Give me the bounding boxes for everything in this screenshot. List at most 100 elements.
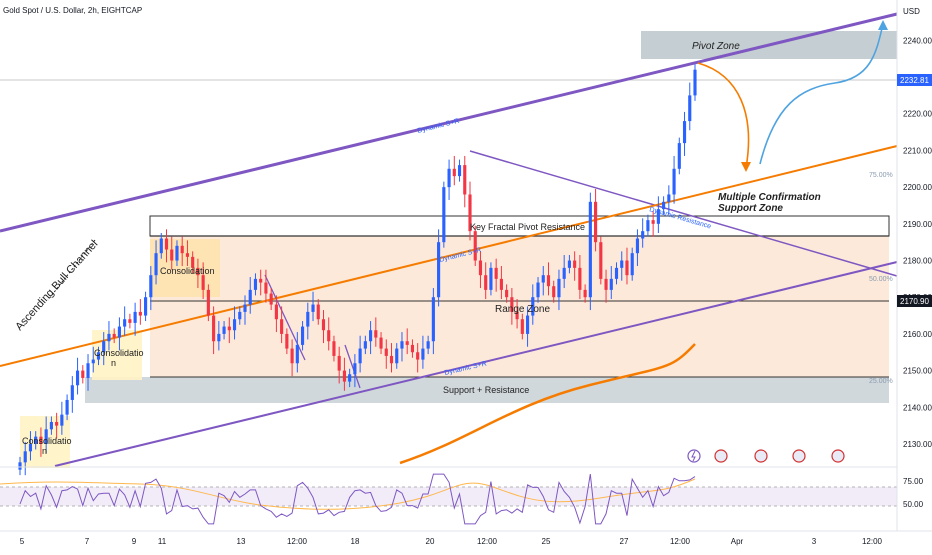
candle-body[interactable] bbox=[280, 319, 284, 334]
candle-body[interactable] bbox=[384, 348, 388, 356]
candle-body[interactable] bbox=[594, 201, 598, 243]
candle-body[interactable] bbox=[75, 370, 80, 386]
candle-body[interactable] bbox=[447, 168, 451, 188]
candle-body[interactable] bbox=[389, 355, 394, 364]
candle-body[interactable] bbox=[112, 333, 116, 338]
candle-body[interactable] bbox=[117, 326, 121, 338]
candle-body[interactable] bbox=[96, 352, 101, 360]
candle-body[interactable] bbox=[348, 374, 352, 382]
candle-body[interactable] bbox=[164, 238, 169, 250]
candle-body[interactable] bbox=[60, 414, 64, 426]
candle-body[interactable] bbox=[154, 253, 158, 276]
candle-body[interactable] bbox=[28, 443, 33, 452]
candle-body[interactable] bbox=[55, 421, 59, 426]
candle-body[interactable] bbox=[269, 293, 273, 305]
candle-body[interactable] bbox=[248, 289, 252, 305]
candle-body[interactable] bbox=[546, 275, 551, 287]
candle-body[interactable] bbox=[180, 245, 184, 254]
candle-body[interactable] bbox=[677, 143, 681, 169]
candle-body[interactable] bbox=[337, 355, 341, 371]
candle-body[interactable] bbox=[437, 242, 441, 298]
candle-body[interactable] bbox=[520, 319, 524, 334]
candle-body[interactable] bbox=[49, 421, 53, 430]
time-axis[interactable]: 5 7 9 11 13 12:00 18 20 12:00 25 27 12:00 Apr 3 12:00 bbox=[20, 537, 883, 546]
candle-body[interactable] bbox=[201, 275, 205, 290]
candle-body[interactable] bbox=[206, 289, 210, 316]
candle-body[interactable] bbox=[342, 370, 346, 382]
candle-body[interactable] bbox=[473, 231, 477, 261]
candle-body[interactable] bbox=[536, 282, 540, 298]
candle-body[interactable] bbox=[374, 330, 378, 338]
candle-body[interactable] bbox=[614, 267, 619, 279]
candle-body[interactable] bbox=[405, 341, 409, 345]
candle-body[interactable] bbox=[222, 326, 226, 334]
candle-body[interactable] bbox=[494, 267, 498, 279]
candle-body[interactable] bbox=[463, 165, 467, 195]
candle-body[interactable] bbox=[191, 256, 195, 268]
candle-body[interactable] bbox=[567, 260, 571, 268]
candle-body[interactable] bbox=[369, 330, 373, 342]
candle-body[interactable] bbox=[426, 341, 430, 349]
price-axis[interactable] bbox=[897, 0, 932, 550]
candle-body[interactable] bbox=[300, 326, 305, 345]
candle-body[interactable] bbox=[102, 341, 106, 353]
candle-body[interactable] bbox=[531, 297, 535, 316]
candle-body[interactable] bbox=[630, 253, 634, 276]
candle-body[interactable] bbox=[363, 341, 367, 349]
candle-body[interactable] bbox=[667, 194, 671, 202]
candle-body[interactable] bbox=[452, 168, 456, 177]
candle-body[interactable] bbox=[253, 278, 258, 290]
candle-body[interactable] bbox=[91, 359, 95, 364]
us-event-icon-2[interactable] bbox=[754, 449, 768, 463]
candle-body[interactable] bbox=[682, 121, 687, 144]
candle-body[interactable] bbox=[457, 165, 462, 177]
candle-body[interactable] bbox=[212, 315, 216, 342]
candle-body[interactable] bbox=[327, 330, 331, 342]
candle-body[interactable] bbox=[395, 348, 399, 364]
candle-body[interactable] bbox=[379, 337, 383, 349]
candle-body[interactable] bbox=[646, 220, 650, 232]
candle-body[interactable] bbox=[578, 267, 582, 290]
candle-body[interactable] bbox=[285, 333, 289, 349]
candle-body[interactable] bbox=[552, 286, 556, 298]
candle-body[interactable] bbox=[489, 267, 493, 290]
candle-body[interactable] bbox=[23, 451, 27, 463]
candle-body[interactable] bbox=[562, 267, 566, 279]
candle-body[interactable] bbox=[557, 278, 561, 298]
candle-body[interactable] bbox=[416, 352, 420, 360]
candle-body[interactable] bbox=[149, 275, 153, 298]
candle-body[interactable] bbox=[625, 260, 629, 276]
candle-body[interactable] bbox=[588, 201, 592, 298]
candle-body[interactable] bbox=[573, 260, 577, 268]
candle-body[interactable] bbox=[243, 304, 247, 312]
us-event-icon-3[interactable] bbox=[792, 449, 806, 463]
candle-body[interactable] bbox=[274, 304, 278, 320]
candle-body[interactable] bbox=[175, 245, 179, 261]
candle-body[interactable] bbox=[311, 304, 315, 312]
candle-body[interactable] bbox=[641, 231, 645, 239]
candle-body[interactable] bbox=[306, 311, 310, 327]
candle-body[interactable] bbox=[541, 275, 545, 283]
lightning-icon[interactable] bbox=[687, 449, 701, 463]
candle-body[interactable] bbox=[525, 315, 530, 334]
candle-body[interactable] bbox=[138, 311, 142, 316]
candle-body[interactable] bbox=[499, 278, 503, 290]
candle-body[interactable] bbox=[227, 326, 231, 331]
candle-body[interactable] bbox=[604, 278, 608, 290]
candle-body[interactable] bbox=[128, 319, 132, 323]
candle-body[interactable] bbox=[196, 267, 200, 276]
candle-body[interactable] bbox=[44, 429, 48, 444]
candle-body[interactable] bbox=[70, 385, 74, 400]
candle-body[interactable] bbox=[688, 95, 692, 122]
candle-body[interactable] bbox=[107, 333, 111, 342]
candle-body[interactable] bbox=[583, 289, 587, 298]
candle-body[interactable] bbox=[484, 275, 488, 290]
candle-body[interactable] bbox=[635, 238, 640, 254]
candle-body[interactable] bbox=[410, 344, 415, 353]
candle-body[interactable] bbox=[353, 363, 357, 375]
candle-body[interactable] bbox=[238, 311, 242, 320]
candle-body[interactable] bbox=[358, 348, 362, 364]
channel-lower-line[interactable] bbox=[54, 261, 898, 467]
candle-body[interactable] bbox=[81, 370, 85, 378]
candle-body[interactable] bbox=[332, 341, 336, 356]
